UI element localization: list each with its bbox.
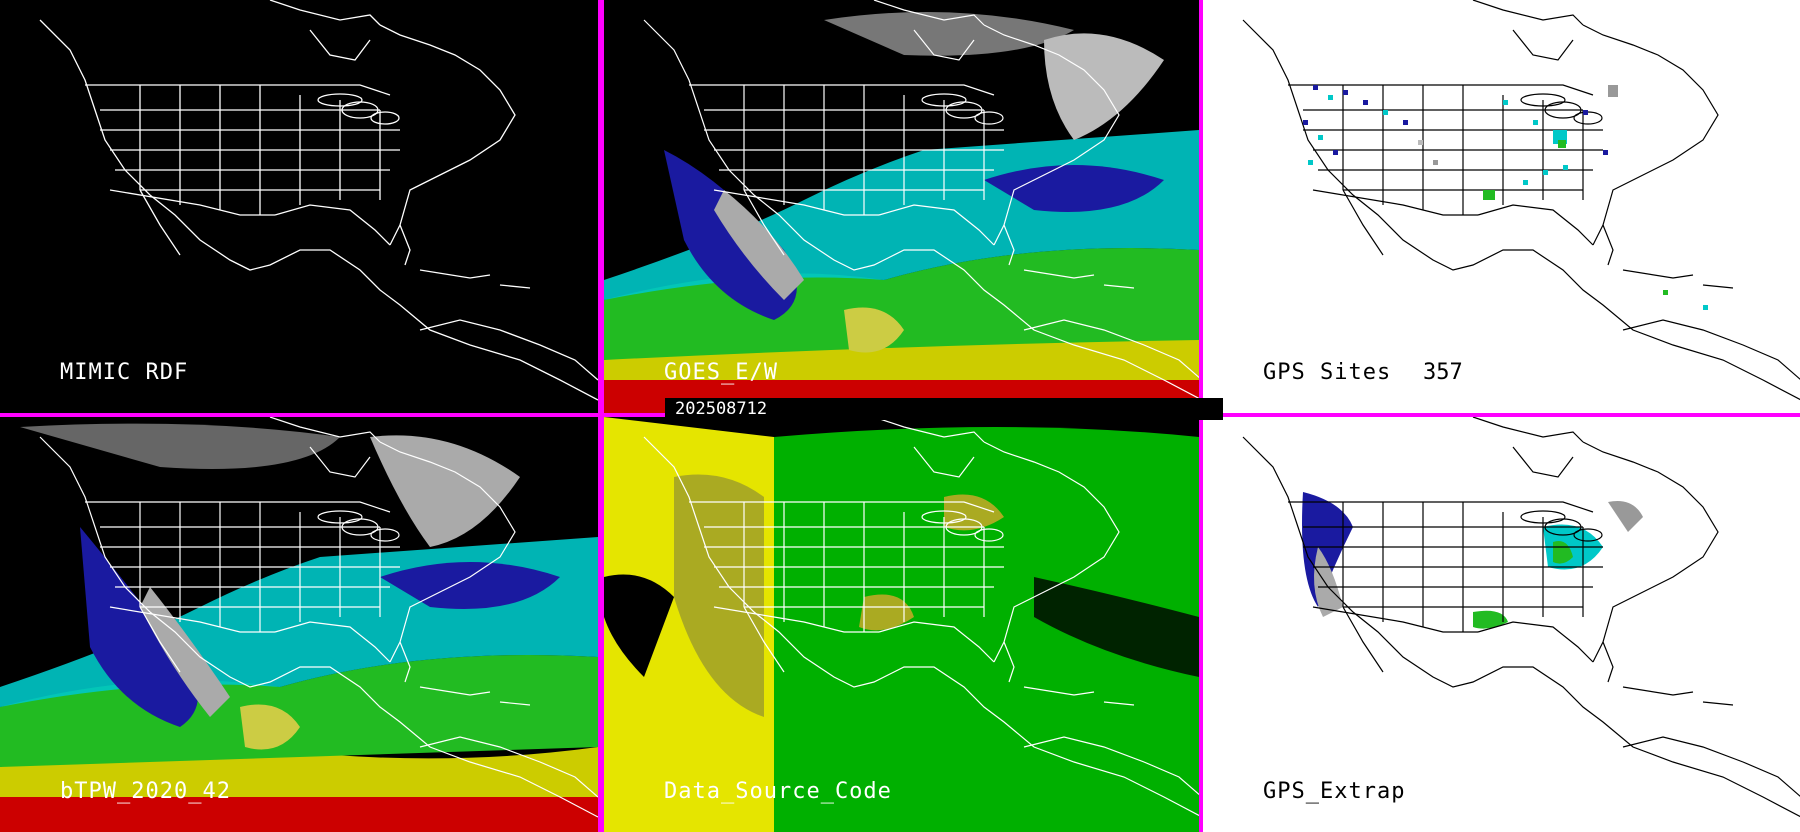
moisture-field: [0, 417, 598, 832]
panel-label: GPS Sites: [1263, 360, 1392, 385]
panel-btpw: bTPW_2020_42: [0, 417, 598, 832]
panel-goes: GOES_E/W: [604, 0, 1199, 413]
panel-mimic-rdf: MIMIC RDF: [0, 0, 598, 413]
gps-site-markers: [1303, 85, 1708, 310]
panel-data-source: Data_Source_Code: [604, 417, 1199, 832]
panel-label: GPS_Extrap: [1263, 779, 1406, 804]
panel-gps-extrap: GPS_Extrap: [1203, 417, 1800, 832]
timestamp-bar: 202508712: [665, 398, 1223, 420]
panel-gps-sites: GPS Sites 357: [1203, 0, 1800, 413]
panel-label: bTPW_2020_42: [60, 779, 231, 804]
site-count: 357: [1423, 360, 1463, 385]
map-outline: [39, 0, 598, 401]
gps-extrap-map: [1242, 417, 1800, 818]
moisture-field: [604, 0, 1199, 413]
source-code-field: [604, 417, 1199, 832]
panel-label: MIMIC RDF: [60, 360, 189, 385]
panel-label: Data_Source_Code: [664, 779, 892, 804]
gps-site-map: [1242, 0, 1800, 401]
panel-label: GOES_E/W: [664, 360, 778, 385]
